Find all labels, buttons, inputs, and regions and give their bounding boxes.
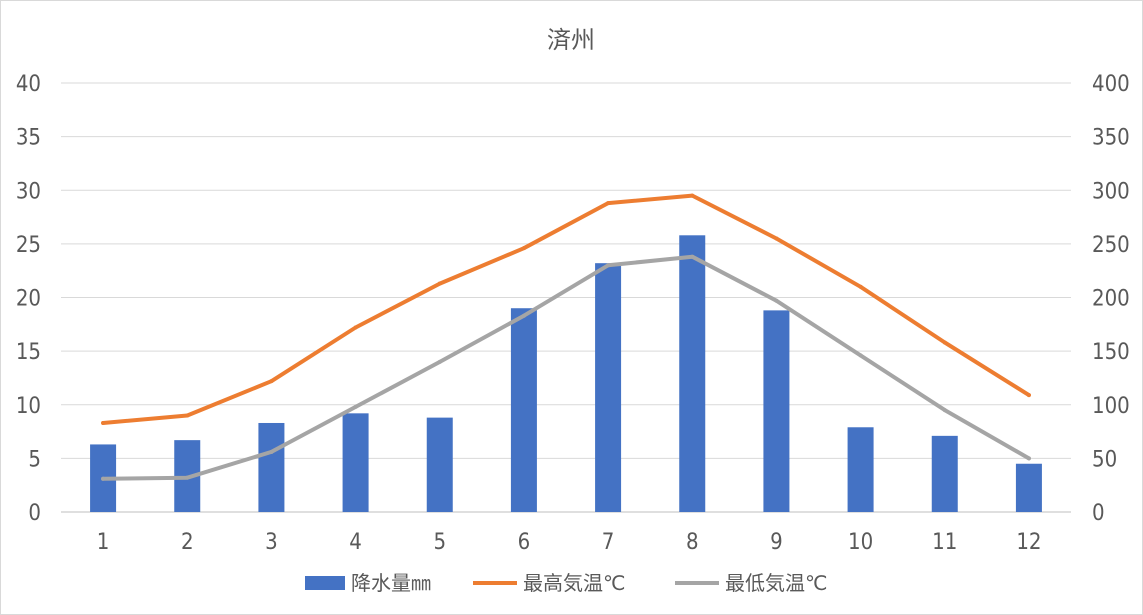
right-tick-label: 400 <box>1092 72 1130 97</box>
left-tick-label: 30 <box>16 179 41 204</box>
legend: 降水量㎜ 最高気温℃ 最低気温℃ <box>305 571 827 595</box>
chart-title: 済州 <box>547 26 595 54</box>
bar-precipitation <box>763 310 790 512</box>
bar-precipitation <box>595 263 622 512</box>
right-tick-label: 350 <box>1092 126 1130 151</box>
point-min-temp <box>353 404 358 409</box>
point-max-temp <box>269 379 274 384</box>
bar-precipitation <box>258 422 285 512</box>
point-min-temp <box>1026 456 1031 461</box>
point-max-temp <box>1026 393 1031 398</box>
bar-precipitation <box>931 435 958 512</box>
line-max-temp <box>101 193 1031 425</box>
right-tick-label: 250 <box>1092 233 1130 258</box>
bar-precipitation <box>679 235 706 513</box>
x-axis-ticks: 1 2 3 4 5 6 7 8 9 10 11 12 <box>97 530 1042 555</box>
x-tick-label: 1 <box>97 530 110 555</box>
point-min-temp <box>437 359 442 364</box>
point-min-temp <box>942 408 947 413</box>
left-tick-label: 15 <box>16 340 41 365</box>
point-max-temp <box>185 413 190 418</box>
bar-precipitation <box>342 413 369 512</box>
point-min-temp <box>690 254 695 259</box>
point-min-temp <box>858 353 863 358</box>
x-tick-label: 3 <box>265 530 278 555</box>
bar-precipitation <box>847 427 874 512</box>
point-max-temp <box>942 340 947 345</box>
legend-label-min-temp: 最低気温℃ <box>725 571 827 595</box>
line-series <box>101 193 1031 481</box>
right-tick-label: 0 <box>1092 501 1105 526</box>
legend-swatch-precipitation <box>305 576 345 590</box>
x-tick-label: 2 <box>181 530 194 555</box>
point-max-temp <box>606 201 611 206</box>
x-tick-label: 4 <box>349 530 362 555</box>
left-tick-label: 35 <box>16 126 41 151</box>
point-max-temp <box>690 193 695 198</box>
x-tick-label: 6 <box>518 530 531 555</box>
right-tick-label: 50 <box>1092 447 1117 472</box>
x-tick-label: 12 <box>1016 530 1041 555</box>
x-tick-label: 7 <box>602 530 615 555</box>
left-axis-ticks: 0 5 10 15 20 25 30 35 40 <box>16 72 41 526</box>
right-axis-ticks: 0 50 100 150 200 250 300 350 400 <box>1092 72 1130 526</box>
point-max-temp <box>774 236 779 241</box>
point-min-temp <box>185 475 190 480</box>
left-tick-label: 40 <box>16 72 41 97</box>
left-tick-label: 20 <box>16 287 41 312</box>
point-min-temp <box>269 449 274 454</box>
bar-precipitation <box>426 417 453 512</box>
bar-series <box>90 235 1042 513</box>
point-max-temp <box>101 420 106 425</box>
point-max-temp <box>353 325 358 330</box>
point-max-temp <box>858 284 863 289</box>
left-tick-label: 0 <box>28 501 41 526</box>
point-min-temp <box>101 476 106 481</box>
left-tick-label: 25 <box>16 233 41 258</box>
right-tick-label: 200 <box>1092 287 1130 312</box>
right-tick-label: 100 <box>1092 394 1130 419</box>
bar-precipitation <box>510 308 537 512</box>
gridlines <box>61 82 1071 513</box>
legend-label-max-temp: 最高気温℃ <box>523 571 625 595</box>
bar-precipitation <box>1015 463 1042 512</box>
right-tick-label: 150 <box>1092 340 1130 365</box>
point-min-temp <box>774 298 779 303</box>
legend-label-precipitation: 降水量㎜ <box>351 571 431 595</box>
point-max-temp <box>521 246 526 251</box>
x-tick-label: 11 <box>932 530 957 555</box>
line-min-temp <box>101 254 1031 481</box>
x-tick-label: 9 <box>770 530 783 555</box>
x-tick-label: 10 <box>848 530 873 555</box>
right-tick-label: 300 <box>1092 179 1130 204</box>
point-max-temp <box>437 281 442 286</box>
left-tick-label: 10 <box>16 394 41 419</box>
left-tick-label: 5 <box>28 447 41 472</box>
x-tick-label: 5 <box>433 530 446 555</box>
point-min-temp <box>606 263 611 268</box>
x-tick-label: 8 <box>686 530 699 555</box>
point-min-temp <box>521 313 526 318</box>
